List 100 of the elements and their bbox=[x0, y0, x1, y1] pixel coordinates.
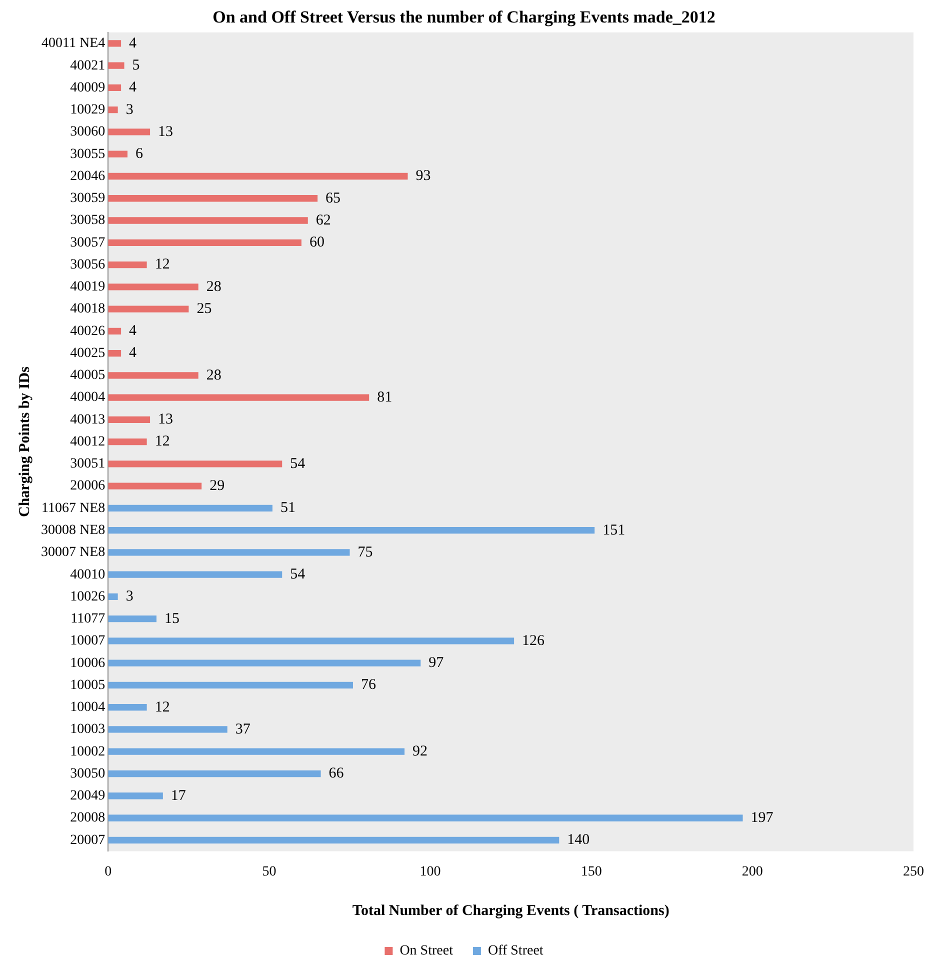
y-tick-label: 30051 bbox=[70, 456, 106, 472]
x-tick-label: 250 bbox=[903, 864, 924, 880]
data-label: 4 bbox=[129, 35, 138, 52]
bar bbox=[108, 40, 122, 47]
data-label: 5 bbox=[132, 58, 140, 74]
data-label: 28 bbox=[206, 367, 222, 384]
y-tick-label: 30059 bbox=[70, 191, 106, 206]
legend-label: Off Street bbox=[488, 944, 544, 959]
y-tick-label: 30058 bbox=[70, 213, 106, 228]
y-tick-label: 11077 bbox=[70, 612, 106, 627]
data-label: 76 bbox=[360, 677, 376, 694]
y-tick-label: 40026 bbox=[70, 324, 106, 339]
y-tick-label: 30007 NE8 bbox=[40, 545, 106, 560]
y-tick-label: 40025 bbox=[70, 346, 106, 361]
data-label: 29 bbox=[210, 478, 225, 494]
y-tick-label: 40012 bbox=[70, 434, 106, 450]
data-label: 4 bbox=[129, 345, 138, 362]
x-tick-label: 200 bbox=[742, 864, 763, 880]
data-label: 54 bbox=[290, 456, 306, 472]
y-tick-label: 10026 bbox=[70, 589, 106, 604]
y-tick-label: 20007 bbox=[70, 832, 106, 848]
bar bbox=[108, 84, 122, 92]
data-label: 75 bbox=[358, 544, 373, 560]
bar bbox=[108, 195, 318, 202]
data-label: 140 bbox=[567, 832, 590, 848]
bar bbox=[108, 150, 128, 158]
data-label: 6 bbox=[135, 146, 144, 162]
data-label: 3 bbox=[126, 102, 134, 118]
data-label: 54 bbox=[290, 566, 306, 583]
bar bbox=[108, 217, 308, 224]
bar bbox=[108, 638, 514, 644]
y-tick-label: 40019 bbox=[70, 280, 106, 295]
y-tick-label: 30055 bbox=[70, 146, 106, 162]
x-axis-title: Total Number of Charging Events ( Transactions) bbox=[352, 902, 670, 919]
y-tick-label: 10029 bbox=[70, 102, 106, 118]
data-label: 151 bbox=[602, 522, 626, 538]
bar bbox=[108, 682, 353, 689]
bar bbox=[108, 284, 198, 290]
data-label: 60 bbox=[309, 234, 324, 251]
data-label: 4 bbox=[129, 323, 138, 340]
data-label: 4 bbox=[129, 80, 138, 96]
y-tick-label: 10002 bbox=[70, 744, 106, 760]
data-label: 66 bbox=[328, 766, 344, 782]
y-tick-label: 10006 bbox=[70, 656, 106, 671]
y-tick-label: 10005 bbox=[70, 678, 106, 693]
y-tick-label: 20046 bbox=[70, 168, 106, 184]
data-label: 17 bbox=[170, 788, 186, 804]
bar bbox=[108, 372, 198, 379]
data-label: 13 bbox=[158, 124, 174, 140]
y-tick-label: 40010 bbox=[70, 567, 106, 582]
bar bbox=[108, 660, 421, 666]
data-label: 197 bbox=[750, 810, 774, 826]
y-tick-label: 20006 bbox=[70, 478, 106, 494]
data-label: 92 bbox=[412, 744, 428, 760]
data-label: 62 bbox=[316, 212, 331, 228]
y-axis-title: Charging Points by IDs bbox=[16, 366, 33, 518]
bar bbox=[108, 416, 150, 423]
bar bbox=[108, 482, 202, 490]
bar bbox=[108, 616, 156, 622]
y-tick-label: 30050 bbox=[70, 766, 106, 782]
bar bbox=[108, 504, 272, 512]
data-label: 15 bbox=[164, 610, 180, 627]
y-tick-label: 40004 bbox=[70, 390, 106, 406]
bar bbox=[108, 106, 118, 114]
bar bbox=[108, 792, 163, 800]
y-tick-label: 30056 bbox=[70, 257, 106, 272]
x-tick-label: 50 bbox=[262, 864, 276, 880]
bar bbox=[108, 394, 370, 401]
chart-title: On and Off Street Versus the number of Charging Events made_2012 bbox=[212, 8, 716, 27]
data-label: 93 bbox=[416, 168, 431, 184]
x-tick-label: 100 bbox=[420, 864, 441, 880]
data-label: 126 bbox=[522, 632, 546, 649]
bar bbox=[108, 460, 282, 468]
y-tick-label: 40011 NE4 bbox=[42, 36, 106, 52]
data-label: 65 bbox=[326, 190, 341, 206]
data-label: 28 bbox=[206, 278, 222, 295]
bar bbox=[108, 261, 147, 268]
bar bbox=[108, 527, 595, 534]
bar bbox=[108, 438, 147, 446]
y-tick-label: 40018 bbox=[70, 302, 106, 317]
bar bbox=[108, 593, 118, 600]
bar bbox=[108, 350, 122, 357]
y-tick-label: 30060 bbox=[70, 124, 106, 140]
y-tick-label: 10003 bbox=[70, 722, 106, 738]
data-label: 12 bbox=[154, 434, 170, 450]
bar bbox=[108, 571, 282, 578]
legend-label: On Street bbox=[400, 944, 454, 959]
data-label: 3 bbox=[126, 588, 134, 605]
bar bbox=[108, 239, 302, 246]
y-tick-label: 20008 bbox=[70, 810, 106, 826]
data-label: 81 bbox=[377, 389, 392, 406]
data-label: 51 bbox=[280, 500, 296, 516]
y-tick-label: 40009 bbox=[70, 80, 106, 96]
y-tick-label: 40005 bbox=[70, 368, 106, 384]
bar bbox=[108, 726, 228, 733]
bar bbox=[108, 748, 405, 755]
bar bbox=[108, 704, 147, 711]
bar bbox=[108, 770, 321, 778]
bar bbox=[108, 306, 189, 312]
bar bbox=[108, 549, 350, 556]
